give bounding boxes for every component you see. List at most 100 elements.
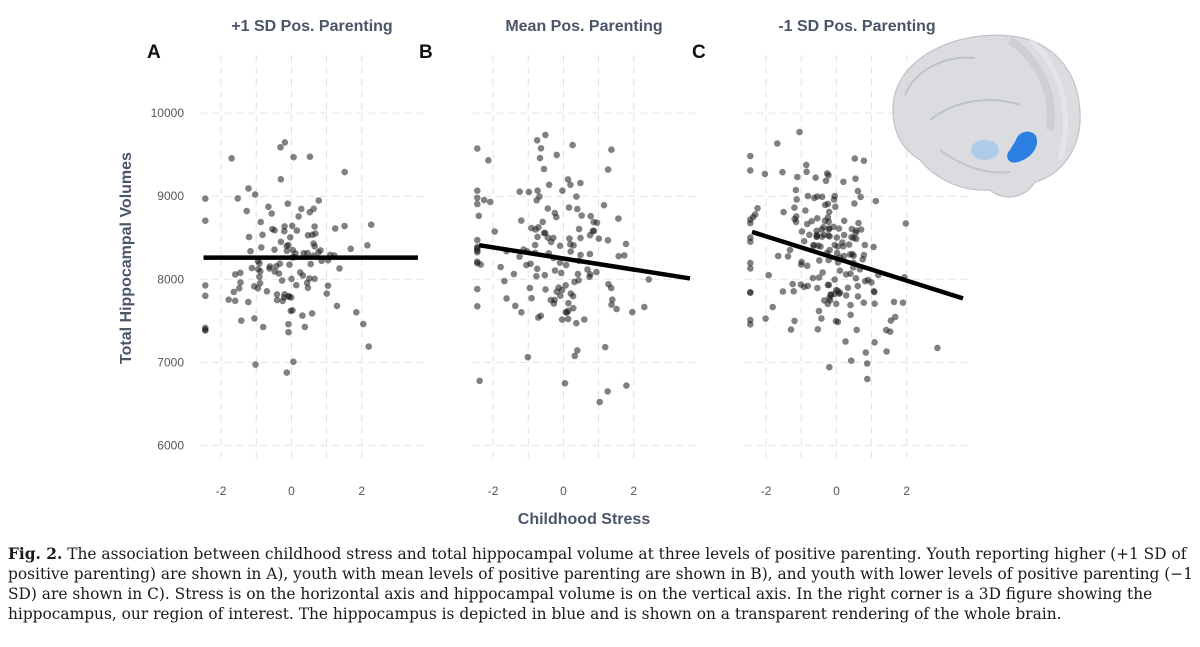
data-point [477,261,485,268]
data-point [595,235,603,242]
data-point [851,155,859,162]
data-point [840,178,847,186]
data-point [202,217,209,224]
data-point [534,233,541,241]
data-point [826,363,833,371]
data-point [256,260,263,267]
y-tick-label: 8000 [157,272,184,286]
data-point [289,246,297,254]
data-point [237,279,244,286]
x-tick-label: -2 [216,484,227,498]
data-point [254,265,262,273]
data-point [792,186,800,194]
data-point [557,269,565,277]
data-point [815,274,823,281]
data-point [475,212,483,220]
data-point [825,281,833,289]
data-point [803,161,810,169]
data-point [480,196,488,204]
data-point [533,197,540,204]
data-point [307,260,315,268]
data-point [243,207,250,215]
data-point [834,243,841,250]
data-point [279,297,287,305]
data-point [299,272,307,279]
data-point [842,271,850,278]
data-point [604,388,611,395]
data-point [293,227,301,234]
data-point [333,302,341,310]
data-point [779,288,787,295]
data-point [847,311,854,319]
data-point [848,225,856,233]
data-point [539,218,546,226]
data-point [857,226,865,233]
y-tick-label: 10000 [151,106,185,120]
data-point [286,261,293,269]
data-point [225,296,232,304]
data-point [245,298,252,306]
data-point [306,275,313,282]
data-point [747,152,754,160]
data-point [854,282,861,290]
data-point [623,382,630,389]
data-point [341,168,349,176]
data-point [235,285,243,292]
data-point [839,239,846,246]
panel-letter: C [692,42,706,63]
data-point [608,301,615,309]
data-point [832,300,840,308]
data-point [474,303,481,310]
data-point [516,188,523,195]
data-point [281,139,289,146]
data-point [566,235,573,242]
data-point [605,280,612,288]
regression-line [751,229,964,301]
data-point [804,282,812,290]
data-point [531,241,539,249]
data-point [248,264,256,272]
data-point [304,284,312,292]
data-point [574,347,581,354]
data-point [641,303,648,311]
data-point [871,300,878,308]
data-point [309,231,316,239]
data-point [324,282,332,290]
data-point [747,265,754,272]
data-point [575,225,583,233]
data-point [553,151,560,159]
data-point [789,280,796,288]
data-point [751,211,759,218]
data-point [565,204,573,211]
data-point [273,291,281,298]
x-tick-label: -2 [761,484,772,498]
data-point [747,321,754,328]
data-point [476,377,483,385]
data-point [615,252,622,260]
data-point [556,242,564,250]
data-point [569,141,576,149]
data-point [762,315,769,322]
data-point [524,353,532,361]
data-point [809,274,817,282]
data-point [853,326,860,334]
data-point [586,231,594,239]
data-point [541,271,549,279]
data-point [830,196,838,203]
data-point [299,312,306,319]
data-point [899,299,907,307]
data-point [806,231,813,239]
data-point [804,262,811,270]
data-point [271,268,279,275]
data-point [861,241,869,249]
data-point [814,215,821,222]
data-point [814,284,821,292]
data-point [283,242,291,250]
data-point [577,179,584,187]
data-point [596,398,603,406]
data-point [281,223,288,230]
data-point [474,194,481,202]
data-point [747,234,754,241]
data-point [890,298,898,306]
panel-title: +1 SD Pos. Parenting [231,18,392,35]
